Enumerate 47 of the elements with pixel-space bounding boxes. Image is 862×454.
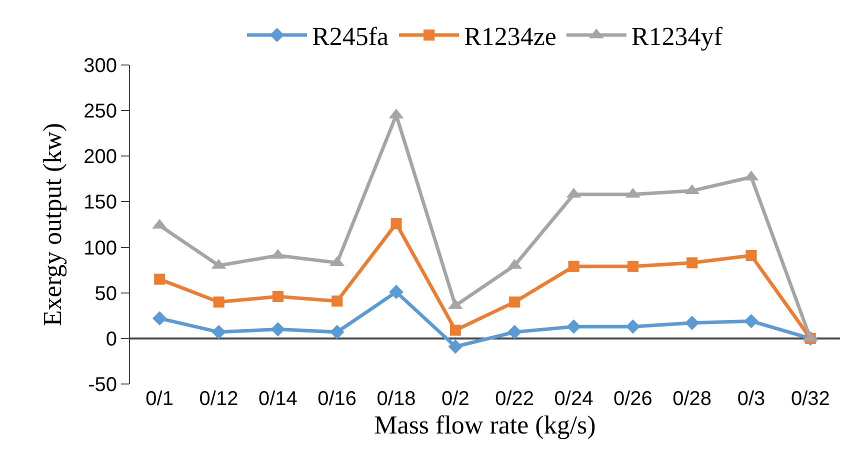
point xyxy=(152,311,167,326)
point xyxy=(448,339,463,354)
legend-label: R1234yf xyxy=(631,22,723,52)
y-tick-label: 300 xyxy=(84,55,117,77)
x-tick-label: 0/28 xyxy=(672,388,712,410)
y-tick-label: -50 xyxy=(88,374,117,396)
legend-label: R245fa xyxy=(312,22,389,52)
x-tick-label: 0/14 xyxy=(258,388,298,410)
y-tick-label: 150 xyxy=(84,192,117,214)
point xyxy=(450,324,461,336)
x-tick-label: 0/24 xyxy=(554,388,594,410)
y-tick-label: 50 xyxy=(94,282,117,305)
y-axis-title: Exergy output (kw) xyxy=(38,122,68,326)
x-tick-label: 0/1 xyxy=(146,388,174,410)
point xyxy=(272,291,284,302)
y-tick-label: 100 xyxy=(84,237,117,260)
x-axis-title: Mass flow rate (kg/s) xyxy=(374,410,596,440)
x-tick-label: 0/12 xyxy=(199,388,238,410)
point xyxy=(507,324,522,340)
legend-label: R1234ze xyxy=(464,22,556,52)
x-tick-label: 0/16 xyxy=(318,388,357,410)
point xyxy=(212,324,226,340)
point xyxy=(746,250,757,261)
point xyxy=(566,319,581,334)
point xyxy=(627,260,638,272)
point xyxy=(684,316,700,330)
point xyxy=(154,274,166,285)
y-tick-label: 250 xyxy=(84,100,117,123)
point xyxy=(389,284,404,300)
point xyxy=(330,324,344,340)
point xyxy=(626,319,640,334)
x-tick-label: 0/3 xyxy=(737,388,766,410)
point xyxy=(686,257,698,268)
point xyxy=(744,314,758,328)
y-tick-label: 200 xyxy=(84,146,117,168)
point xyxy=(509,296,520,308)
point xyxy=(332,296,343,307)
point xyxy=(213,296,224,308)
y-tick-label: 0 xyxy=(106,328,117,350)
x-tick-label: 0/32 xyxy=(790,388,830,410)
x-tick-label: 0/22 xyxy=(495,388,534,410)
point xyxy=(270,322,286,336)
x-tick-label: 0/18 xyxy=(376,388,416,410)
x-tick-label: 0/26 xyxy=(613,388,652,410)
point xyxy=(390,218,402,230)
x-tick-label: 0/2 xyxy=(442,388,470,410)
point xyxy=(568,260,580,272)
